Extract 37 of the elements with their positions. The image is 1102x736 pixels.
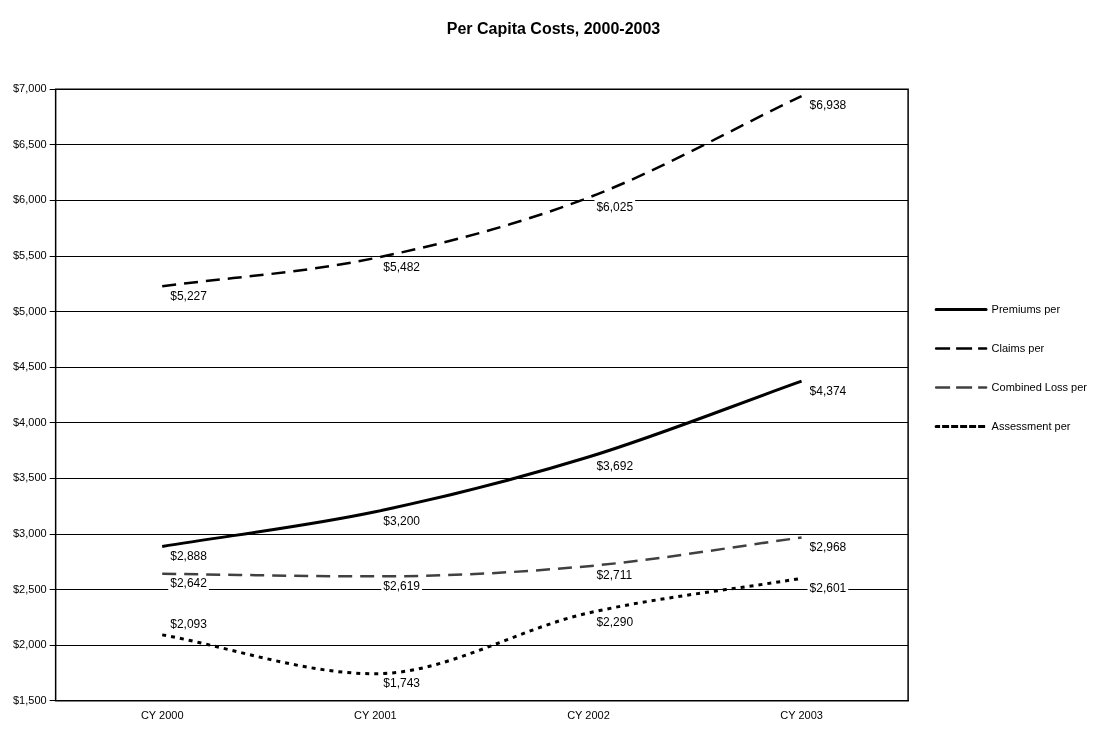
data-label: $4,374: [809, 383, 847, 398]
data-label: $2,968: [809, 539, 847, 554]
y-tick-label: $4,000: [12, 415, 47, 428]
x-tick-label: CY 2003: [780, 709, 823, 722]
data-label: $2,093: [170, 617, 208, 632]
x-tick-label: CY 2001: [354, 709, 397, 722]
x-tick-label: CY 2000: [140, 709, 184, 722]
y-tick-label: $3,500: [12, 471, 47, 484]
data-label: $5,227: [170, 288, 208, 303]
y-tick-label: $7,000: [12, 82, 47, 95]
data-label: $2,601: [809, 580, 847, 595]
data-label: $2,619: [383, 578, 421, 593]
data-label: $2,642: [170, 576, 208, 591]
y-tick-label: $6,000: [12, 193, 47, 206]
y-tick-label: $4,500: [12, 360, 47, 373]
y-tick-label: $5,500: [12, 249, 47, 262]
data-label: $3,200: [383, 514, 421, 529]
y-tick-label: $1,500: [12, 693, 47, 706]
legend-label: Combined Loss per: [991, 380, 1088, 393]
data-label: $2,888: [170, 548, 208, 563]
data-label: $3,692: [596, 459, 634, 474]
y-tick-label: $3,000: [12, 527, 47, 540]
data-label: $6,025: [596, 199, 634, 214]
legend-label: Premiums per: [991, 302, 1061, 315]
y-tick-label: $6,500: [12, 137, 47, 150]
data-label: $2,290: [596, 615, 634, 630]
data-label: $2,711: [596, 568, 633, 583]
legend-label: Claims per: [991, 341, 1045, 354]
data-label: $6,938: [809, 98, 847, 113]
y-tick-label: $2,500: [12, 582, 47, 595]
data-label: $5,482: [383, 260, 421, 275]
data-label: $1,743: [383, 676, 421, 691]
y-tick-label: $5,000: [12, 304, 47, 317]
y-tick-label: $2,000: [12, 638, 47, 651]
chart-title: Per Capita Costs, 2000-2003: [446, 20, 661, 38]
x-tick-label: CY 2002: [567, 709, 610, 722]
legend-label: Assessment per: [991, 419, 1071, 432]
